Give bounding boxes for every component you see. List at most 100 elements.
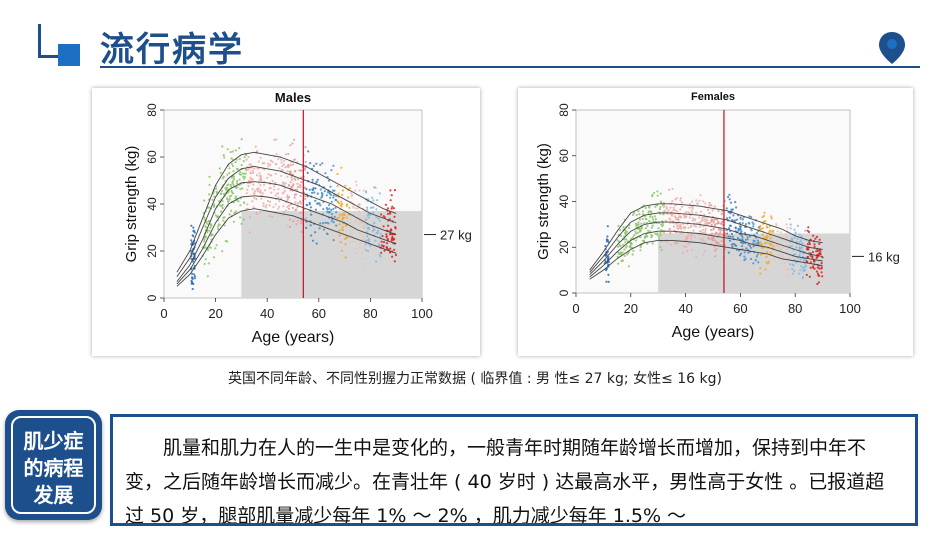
scatter-point [731, 219, 734, 222]
scatter-point [710, 223, 713, 226]
reference-region [241, 211, 422, 298]
scatter-point [778, 248, 781, 251]
scatter-point [659, 200, 662, 203]
x-axis-label: Age (years) [252, 329, 335, 346]
scatter-point [660, 248, 663, 251]
scatter-point [228, 213, 231, 216]
scatter-point [259, 210, 262, 214]
scatter-point [667, 209, 670, 212]
scatter-point [267, 173, 270, 176]
scatter-point [245, 158, 248, 161]
scatter-point [657, 227, 660, 230]
scatter-point [688, 216, 691, 219]
chart-females-svg: 16 kg 0 20 40 60 80 100 0 20 40 60 80 Females Age (ye… [535, 91, 900, 341]
scatter-point [205, 236, 208, 239]
scatter-point [375, 260, 378, 263]
scatter-point [729, 212, 732, 215]
scatter-point [674, 204, 677, 207]
scatter-point [216, 227, 220, 230]
scatter-point [327, 179, 331, 182]
scatter-point [219, 171, 222, 174]
scatter-point [278, 205, 281, 208]
scatter-point [361, 221, 364, 224]
scatter-point [775, 224, 778, 227]
scatter-point [190, 272, 194, 275]
scatter-point [669, 243, 672, 246]
scatter-point [190, 280, 194, 283]
scatter-point [304, 217, 307, 220]
scatter-point [324, 172, 327, 175]
scatter-point [269, 159, 272, 162]
scatter-point [282, 181, 285, 184]
scatter-point [357, 207, 360, 210]
scatter-point [759, 272, 762, 275]
scatter-point [253, 190, 257, 193]
scatter-point [715, 240, 718, 243]
scatter-point [229, 183, 232, 187]
scatter-point [253, 192, 256, 195]
scatter-point [282, 183, 285, 186]
scatter-point [220, 210, 223, 213]
scatter-point [778, 253, 781, 256]
scatter-point [355, 252, 358, 255]
scatter-point [230, 176, 234, 179]
chart-males-svg: 27 kg 0 20 40 60 80 100 0 20 40 60 80 Males Age (year… [123, 90, 472, 346]
scatter-point [351, 224, 354, 227]
scatter-point [192, 260, 195, 263]
scatter-point [232, 220, 235, 223]
scatter-point [391, 237, 394, 240]
scatter-point [772, 239, 775, 242]
scatter-point [651, 224, 654, 227]
scatter-point [659, 205, 662, 209]
scatter-point [385, 235, 388, 238]
scatter-point [299, 169, 302, 172]
scatter-point [286, 199, 289, 202]
scatter-point [730, 243, 733, 246]
scatter-point [789, 223, 792, 226]
scatter-point [707, 237, 710, 240]
scatter-point [672, 225, 675, 228]
scatter-point [727, 251, 730, 254]
scatter-point [690, 209, 693, 212]
badge-line-1: 肌少症 [23, 429, 84, 453]
scatter-point [288, 170, 291, 173]
scatter-point [701, 231, 704, 234]
scatter-point [699, 194, 702, 197]
x-tick-label: 100 [411, 306, 433, 321]
scatter-point [717, 228, 721, 231]
scatter-point [792, 264, 795, 267]
scatter-point [391, 255, 394, 258]
scatter-point [288, 195, 291, 199]
scatter-point [241, 172, 244, 175]
scatter-point [751, 221, 754, 224]
scatter-point [782, 246, 785, 249]
scatter-point [338, 229, 341, 232]
scatter-point [245, 192, 248, 195]
scatter-point [802, 270, 805, 273]
scatter-point [323, 190, 326, 193]
scatter-point [691, 207, 694, 210]
scatter-point [341, 226, 344, 229]
scatter-point [328, 211, 331, 214]
scatter-point [308, 203, 311, 206]
scatter-point [673, 242, 677, 245]
scatter-point [757, 261, 760, 264]
scatter-point [342, 216, 345, 219]
badge-line-3: 发展 [33, 483, 74, 507]
scatter-point [245, 169, 248, 172]
scatter-point [306, 171, 309, 174]
scatter-point [756, 253, 759, 256]
scatter-point [325, 194, 328, 197]
scatter-point [750, 229, 753, 232]
scatter-point [330, 220, 333, 223]
scatter-point [807, 226, 810, 229]
scatter-point [604, 259, 607, 262]
scatter-point [268, 204, 271, 207]
scatter-point [299, 200, 302, 203]
scatter-point [226, 173, 229, 176]
scatter-point [236, 186, 239, 189]
scatter-point [698, 199, 701, 202]
scatter-point [704, 227, 707, 230]
scatter-point [690, 224, 693, 227]
scatter-point [239, 216, 242, 219]
